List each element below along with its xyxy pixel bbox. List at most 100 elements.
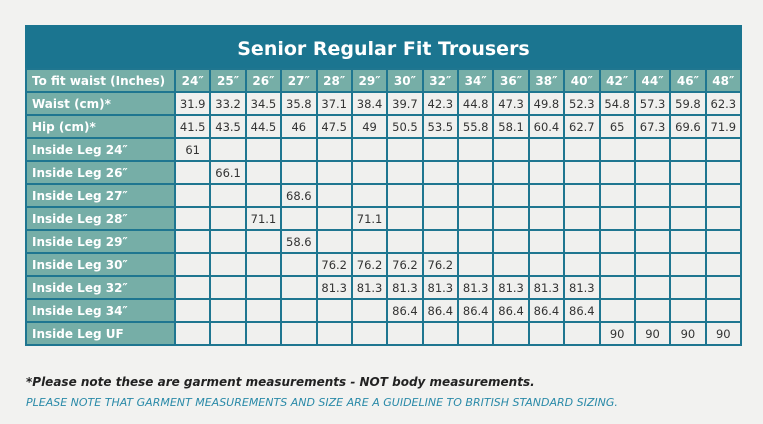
measurement-cell <box>633 206 672 231</box>
measurement-cell <box>209 298 247 323</box>
measurement-cell: 81.3 <box>421 275 460 300</box>
measurement-cell <box>492 321 530 346</box>
measurement-cell <box>280 275 318 300</box>
measurement-cell <box>173 206 212 231</box>
measurement-cell <box>456 183 495 208</box>
measurement-cell: 86.4 <box>386 298 424 323</box>
measurement-cell: 31.9 <box>173 91 212 116</box>
measurement-cell <box>456 252 495 277</box>
measurement-cell <box>386 206 424 231</box>
measurement-cell <box>421 321 460 346</box>
measurement-cell <box>669 137 707 162</box>
measurement-cell: 46 <box>280 114 318 139</box>
measurement-cell <box>527 160 566 185</box>
measurement-cell <box>456 321 495 346</box>
measurement-cell <box>386 229 424 254</box>
measurement-cell <box>563 137 601 162</box>
measurement-cell <box>173 160 212 185</box>
measurement-cell <box>633 275 672 300</box>
measurement-cell <box>669 206 707 231</box>
measurement-cell <box>704 229 743 254</box>
measurement-cell <box>280 206 318 231</box>
size-chart: Senior Regular Fit Trousers To fit waist… <box>25 25 743 346</box>
size-header: 28″ <box>315 68 353 93</box>
size-table: To fit waist (Inches) 24″ 25″ 26″ 27″ 28″ 29″ 3… <box>25 68 743 346</box>
measurement-cell: 90 <box>704 321 743 346</box>
measurement-cell <box>563 229 601 254</box>
measurement-cell <box>209 206 247 231</box>
measurement-cell <box>244 160 283 185</box>
measurement-cell <box>527 206 566 231</box>
measurement-cell: 81.3 <box>386 275 424 300</box>
measurement-cell <box>633 183 672 208</box>
table-row: Waist (cm)* 31.9 33.2 34.5 35.8 37.1 38.4 39.7 4… <box>25 91 743 116</box>
measurement-cell <box>386 183 424 208</box>
measurement-cell <box>421 160 460 185</box>
measurement-cell: 86.4 <box>563 298 601 323</box>
measurement-cell: 35.8 <box>280 91 318 116</box>
measurement-cell: 34.5 <box>244 91 283 116</box>
row-label: Inside Leg 29″ <box>25 229 176 254</box>
measurement-cell <box>633 160 672 185</box>
measurement-cell <box>421 137 460 162</box>
measurement-cell <box>704 160 743 185</box>
measurement-cell: 81.3 <box>492 275 530 300</box>
measurement-cell: 67.3 <box>633 114 672 139</box>
measurement-cell: 53.5 <box>421 114 460 139</box>
measurement-cell <box>563 321 601 346</box>
table-row: Inside Leg 29″ 58.6 <box>25 229 743 254</box>
table-row: Hip (cm)* 41.5 43.5 44.5 46 47.5 49 50.5 53.5 55.… <box>25 114 743 139</box>
measurement-cell <box>315 183 353 208</box>
measurement-cell: 52.3 <box>563 91 601 116</box>
measurement-cell: 86.4 <box>492 298 530 323</box>
measurement-cell: 47.5 <box>315 114 353 139</box>
measurement-cell <box>244 137 283 162</box>
measurement-cell <box>315 229 353 254</box>
row-label: Hip (cm)* <box>25 114 176 139</box>
garment-measurement-note: *Please note these are garment measureme… <box>26 375 535 389</box>
measurement-cell: 50.5 <box>386 114 424 139</box>
measurement-cell <box>386 137 424 162</box>
measurement-cell: 38.4 <box>350 91 389 116</box>
measurement-cell <box>669 275 707 300</box>
measurement-cell: 44.5 <box>244 114 283 139</box>
measurement-cell: 90 <box>669 321 707 346</box>
header-row: To fit waist (Inches) 24″ 25″ 26″ 27″ 28″ 29″ 3… <box>25 68 743 93</box>
measurement-cell <box>563 160 601 185</box>
measurement-cell <box>669 298 707 323</box>
measurement-cell: 81.3 <box>527 275 566 300</box>
table-row: Inside Leg 34″ 86.4 86.4 86.4 86.4 86.4 86.4 <box>25 298 743 323</box>
measurement-cell <box>492 229 530 254</box>
measurement-cell <box>598 229 636 254</box>
measurement-cell <box>527 183 566 208</box>
table-row: Inside Leg 27″ 68.6 <box>25 183 743 208</box>
row-label: Inside Leg UF <box>25 321 176 346</box>
measurement-cell: 81.3 <box>456 275 495 300</box>
measurement-cell <box>209 137 247 162</box>
measurement-cell <box>173 275 212 300</box>
measurement-cell: 37.1 <box>315 91 353 116</box>
measurement-cell <box>492 252 530 277</box>
measurement-cell: 68.6 <box>280 183 318 208</box>
measurement-cell <box>386 160 424 185</box>
row-label: Inside Leg 34″ <box>25 298 176 323</box>
measurement-cell <box>386 321 424 346</box>
measurement-cell: 43.5 <box>209 114 247 139</box>
measurement-cell: 62.7 <box>563 114 601 139</box>
measurement-cell <box>280 137 318 162</box>
row-label: Inside Leg 28″ <box>25 206 176 231</box>
measurement-cell: 76.2 <box>315 252 353 277</box>
measurement-cell <box>669 229 707 254</box>
measurement-cell <box>669 160 707 185</box>
measurement-cell <box>315 160 353 185</box>
measurement-cell <box>527 229 566 254</box>
measurement-cell <box>244 321 283 346</box>
measurement-cell <box>244 298 283 323</box>
measurement-cell: 61 <box>173 137 212 162</box>
measurement-cell <box>598 275 636 300</box>
measurement-cell <box>350 321 389 346</box>
measurement-cell <box>421 183 460 208</box>
row-label: Inside Leg 24″ <box>25 137 176 162</box>
measurement-cell <box>280 160 318 185</box>
measurement-cell <box>350 229 389 254</box>
